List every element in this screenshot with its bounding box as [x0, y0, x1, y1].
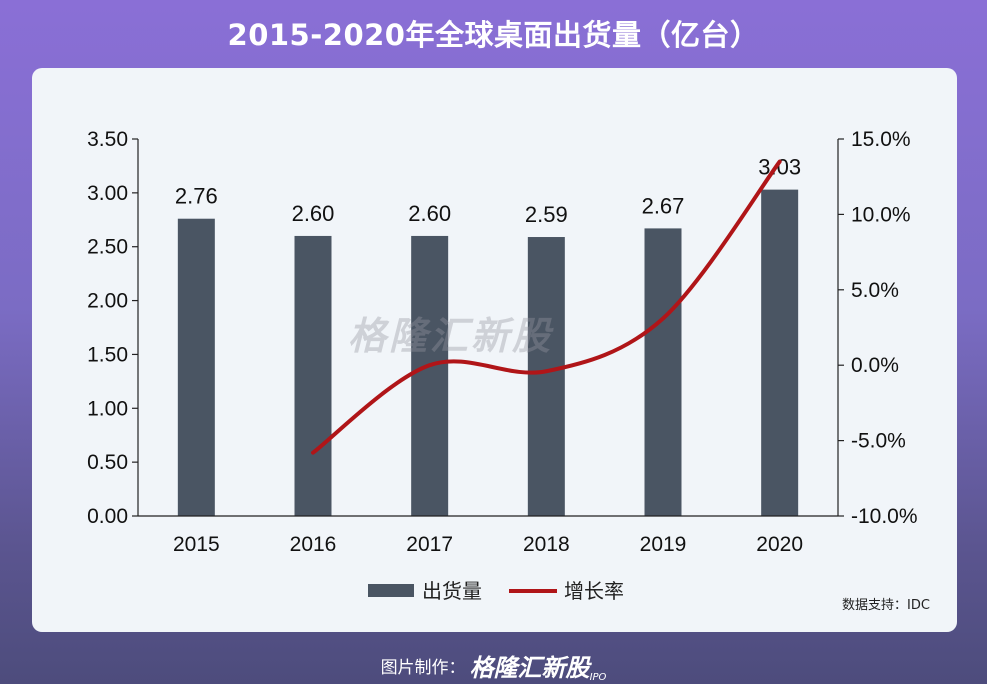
x-tick-label: 2016	[290, 533, 337, 556]
left-tick-label: 1.50	[87, 343, 128, 366]
page-title: 2015-2020年全球桌面出货量（亿台）	[227, 18, 760, 52]
legend-bar-swatch	[368, 584, 414, 597]
right-tick-label: -10.0%	[851, 505, 918, 528]
bar-data-label: 2.60	[292, 201, 335, 226]
left-tick-label: 2.00	[87, 290, 128, 313]
x-axis: 2015 2016 2017 2018 2019 2020	[138, 515, 838, 556]
bar	[177, 218, 215, 517]
footer: 图片制作： 格隆汇新股IPO	[0, 648, 987, 683]
left-tick-label: 3.50	[87, 128, 128, 151]
bar-data-label: 2.60	[408, 201, 451, 226]
left-tick-label: 1.00	[87, 397, 128, 420]
legend-bar-label: 出货量	[422, 579, 482, 603]
x-tick-label: 2020	[756, 533, 803, 556]
left-tick-label: 0.00	[87, 505, 128, 528]
bar-data-label: 2.59	[525, 202, 568, 227]
left-tick-label: 0.50	[87, 451, 128, 474]
right-tick-label: 10.0%	[851, 203, 911, 226]
footer-ipo-mark: IPO	[589, 672, 607, 683]
left-axis: 0.00 0.50 1.00 1.50 2.00 2.50 3.00 3.50	[87, 128, 139, 528]
right-axis: -10.0% -5.0% 0.0% 5.0% 10.0% 15.0%	[837, 128, 918, 528]
footer-brand-logo: 格隆汇新股	[469, 654, 590, 682]
x-tick-label: 2019	[640, 533, 687, 556]
data-labels: 2.76 2.60 2.60 2.59 2.67 3.03	[175, 155, 801, 227]
bar-data-label: 3.03	[758, 155, 801, 180]
right-tick-label: -5.0%	[851, 430, 906, 453]
x-tick-label: 2015	[173, 533, 220, 556]
footer-credit: 图片制作：	[380, 658, 466, 678]
bar	[411, 235, 449, 516]
bar	[527, 237, 565, 516]
chart-card: 0.00 0.50 1.00 1.50 2.00 2.50 3.00 3.50 -10.0% -…	[32, 68, 957, 632]
left-tick-label: 2.50	[87, 236, 128, 259]
bar-data-label: 2.76	[175, 184, 218, 209]
right-tick-label: 0.0%	[851, 354, 899, 377]
bar-series	[177, 189, 799, 517]
left-tick-label: 3.00	[87, 182, 128, 205]
x-tick-label: 2018	[523, 533, 570, 556]
bar	[644, 228, 682, 516]
right-tick-label: 15.0%	[851, 128, 911, 151]
bar	[294, 235, 332, 516]
growth-rate-line	[311, 159, 782, 455]
x-tick-label: 2017	[406, 533, 453, 556]
bar	[761, 189, 799, 516]
line-series	[311, 159, 782, 455]
bar-data-label: 2.67	[642, 193, 685, 218]
chart: 0.000.501.001.502.002.503.003.50 -10.0%-…	[87, 128, 930, 613]
legend-line-label: 增长率	[564, 579, 624, 603]
legend: 出货量 增长率	[368, 579, 624, 603]
source-note: 数据支持：IDC	[842, 598, 930, 613]
right-tick-label: 5.0%	[851, 279, 899, 302]
